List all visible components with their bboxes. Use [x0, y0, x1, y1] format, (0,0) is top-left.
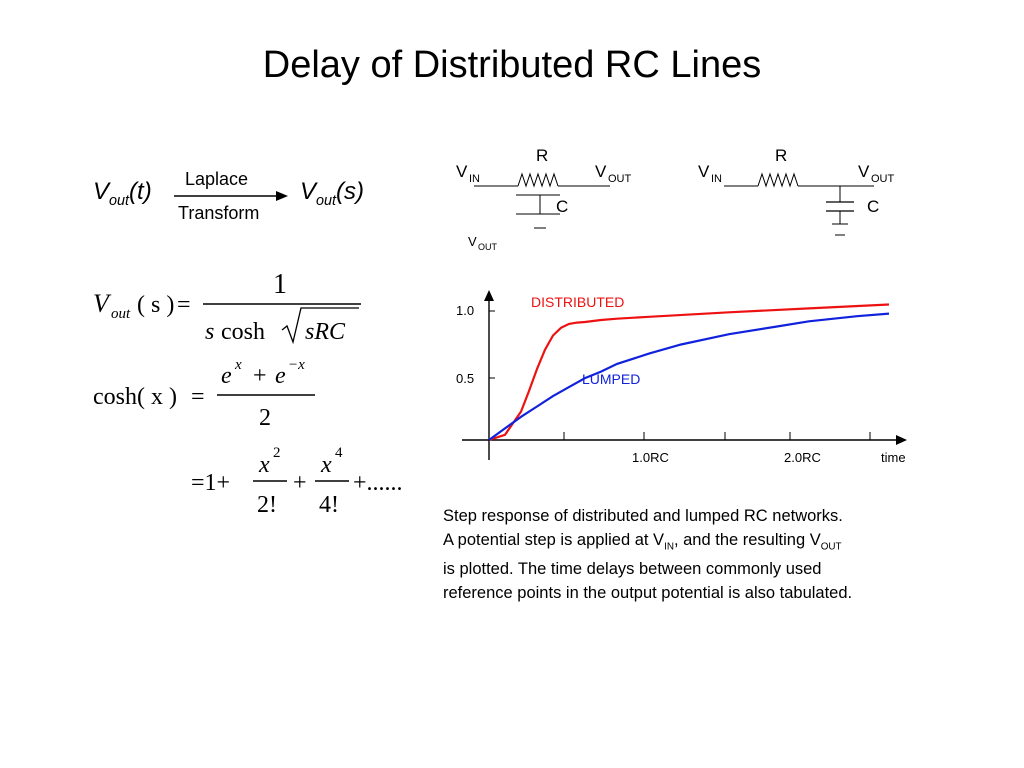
svg-text:( s ): ( s ) [137, 292, 174, 318]
svg-text:2: 2 [273, 445, 281, 461]
svg-text:2: 2 [259, 405, 271, 431]
x-tick-label: 1.0RC [632, 450, 669, 465]
distributed-rc-circuit: V IN R V OUT C V OUT [456, 146, 632, 252]
svg-text:V: V [93, 289, 112, 318]
legend-label-distributed: DISTRIBUTED [531, 294, 624, 310]
circuit-vout2-label: V [468, 234, 477, 249]
laplace-label: Laplace [185, 169, 249, 189]
svg-text:+: + [253, 363, 267, 389]
svg-text:+: + [293, 470, 307, 496]
circuit-vin-label: V [698, 162, 710, 181]
equation-vout-s: V out ( s ) = 1 s cosh sRC [93, 269, 361, 345]
svg-text:cosh: cosh [221, 319, 265, 345]
transform-arrow [174, 191, 288, 201]
circuit-c-label: C [867, 197, 879, 216]
svg-text:1: 1 [273, 269, 287, 300]
y-tick-label: 0.5 [456, 371, 474, 386]
equation-cosh: cosh( x ) = e x + e −x 2 [93, 357, 315, 431]
y-tick-label: 1.0 [456, 303, 474, 318]
x-tick-label: 2.0RC [784, 450, 821, 465]
svg-text:OUT: OUT [871, 173, 895, 185]
circuit-vin-label: V [456, 162, 468, 181]
svg-text:x: x [234, 357, 242, 373]
resistor-symbol [757, 172, 799, 188]
svg-text:+......: +...... [353, 470, 403, 496]
transform-label: Transform [178, 203, 260, 223]
legend-label-lumped: LUMPED [582, 371, 640, 387]
x-axis-label: time [881, 450, 906, 465]
x-axis-arrow [896, 435, 907, 445]
circuit-c-label: C [556, 197, 568, 216]
svg-text:=1+: =1+ [191, 470, 230, 496]
figure-caption: Step response of distributed and lumped … [443, 507, 853, 602]
circuit-vout-label: V [595, 162, 607, 181]
circuit-vout-label: V [858, 162, 870, 181]
circuit-r-label: R [775, 146, 787, 165]
svg-text:OUT: OUT [608, 173, 632, 185]
resistor-symbol [517, 172, 559, 188]
svg-text:e: e [221, 363, 232, 389]
vout-t-label: Vout(t) [93, 178, 152, 209]
svg-text:IN: IN [711, 173, 722, 185]
circuit-r-label: R [536, 146, 548, 165]
series-line-distributed [488, 303, 890, 442]
slide-title: Delay of Distributed RC Lines [262, 44, 762, 86]
svg-text:4!: 4! [319, 492, 339, 518]
svg-text:IN: IN [469, 173, 480, 185]
svg-text:cosh( x ): cosh( x ) [93, 384, 177, 410]
y-axis-arrow [484, 290, 494, 301]
svg-text:x: x [258, 452, 270, 478]
svg-text:4: 4 [335, 445, 343, 461]
svg-text:out: out [111, 306, 131, 322]
lumped-rc-circuit: V IN R V OUT C [698, 146, 895, 236]
series-line-lumped [488, 312, 890, 441]
svg-text:sRC: sRC [305, 319, 346, 345]
equations: V out ( s ) = 1 s cosh sRC cosh( x ) = e… [93, 269, 403, 518]
step-response-chart: 1.0 0.5 1.0RC 2.0RC time DISTRIBUTED LUM… [456, 290, 907, 465]
svg-text:−x: −x [288, 357, 305, 373]
svg-text:2!: 2! [257, 492, 277, 518]
svg-text:e: e [275, 363, 286, 389]
svg-text:x: x [320, 452, 332, 478]
svg-text:s: s [205, 319, 214, 345]
svg-text:=: = [191, 384, 205, 410]
equation-cosh-series: =1+ x 2 2! + x 4 4! +...... [191, 445, 403, 518]
svg-text:OUT: OUT [478, 242, 498, 252]
svg-text:=: = [177, 292, 191, 318]
vout-s-label: Vout(s) [300, 178, 365, 209]
